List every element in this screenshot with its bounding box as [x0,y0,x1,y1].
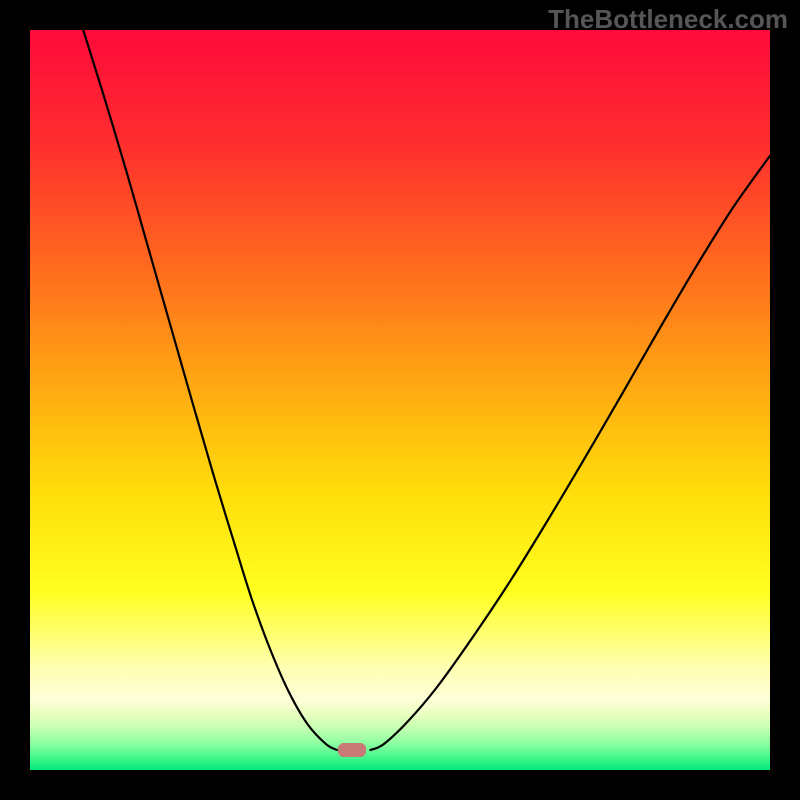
optimal-point-marker [338,743,366,757]
watermark-text: TheBottleneck.com [548,4,788,35]
plot-area [30,30,770,770]
plot-svg [30,30,770,770]
gradient-background [30,30,770,770]
